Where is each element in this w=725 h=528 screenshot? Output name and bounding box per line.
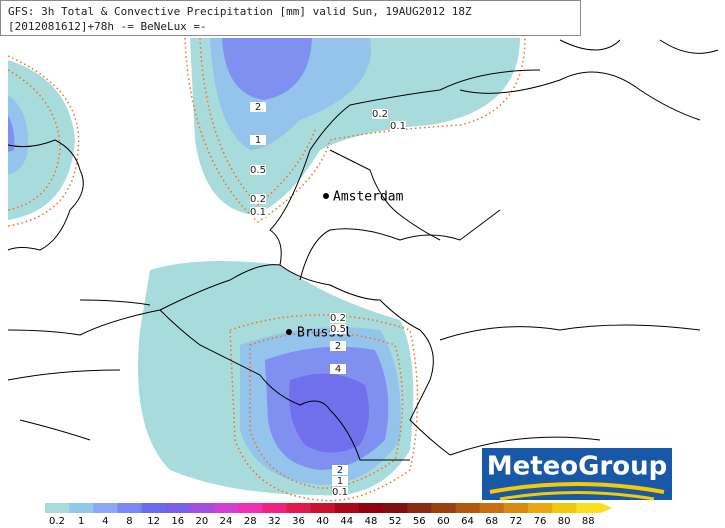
contour-label-bg [332, 465, 348, 475]
contour-label: 0.1 [332, 487, 348, 498]
legend-swatch [141, 503, 167, 513]
contour-label: 0.2 [250, 194, 266, 205]
contour-label: 4 [335, 364, 341, 375]
legend-label: 8 [126, 516, 132, 527]
legend-swatch [576, 503, 601, 513]
legend-label: 36 [292, 516, 305, 527]
legend-swatch [552, 503, 577, 513]
legend-label: 12 [147, 516, 160, 527]
contour-label-bg [330, 313, 346, 323]
logo-arc [499, 491, 655, 501]
legend-label: 64 [461, 516, 474, 527]
contour-label-bg [330, 341, 346, 351]
contour-label: 2 [335, 341, 341, 352]
legend-swatch [455, 503, 481, 513]
legend-swatch [69, 503, 94, 513]
legend-label: 60 [437, 516, 450, 527]
legend-label: 28 [244, 516, 257, 527]
legend-label: 72 [509, 516, 522, 527]
legend-label: 24 [220, 516, 233, 527]
legend-swatch [528, 503, 553, 513]
legend-swatch [117, 503, 143, 513]
contour-label-bg [372, 109, 388, 119]
contour-label: 2 [255, 102, 261, 113]
legend-swatch [479, 503, 505, 513]
header-box [0, 0, 581, 36]
contour-label-bg [250, 102, 266, 112]
legend-swatch [407, 503, 432, 513]
contour-label-bg [250, 135, 266, 145]
legend-swatch [334, 503, 360, 513]
city-label: Amsterdam [333, 190, 404, 205]
legend-swatch [45, 503, 70, 513]
contour-label: 0.1 [250, 207, 266, 218]
legend-swatch [431, 503, 457, 513]
legend-label: 1 [78, 516, 84, 527]
legend-arrow [600, 503, 613, 513]
legend-swatch [310, 503, 336, 513]
contour-label-bg [250, 165, 266, 175]
contour-label: 0.2 [330, 313, 346, 324]
contour-label: 1 [337, 476, 343, 487]
legend-label: 80 [558, 516, 571, 527]
contour-label-bg [332, 476, 348, 486]
contour-label-bg [390, 121, 406, 131]
legend-label: 44 [340, 516, 353, 527]
legend-label: 68 [485, 516, 498, 527]
legend-swatch [358, 503, 384, 513]
legend-swatch [503, 503, 529, 513]
city-dot [323, 193, 329, 199]
legend-label: 48 [365, 516, 378, 527]
legend-swatch [238, 503, 263, 513]
contour-label: 0.1 [390, 121, 406, 132]
contour-label-bg [332, 487, 348, 497]
legend-swatch [189, 503, 215, 513]
contour-label-bg [330, 324, 346, 334]
legend-label: 76 [534, 516, 547, 527]
contour-label: 1 [255, 135, 261, 146]
contour-label-bg [250, 207, 266, 217]
legend-label: 52 [389, 516, 402, 527]
legend-label: 0.2 [49, 516, 65, 527]
contour-label: 2 [337, 465, 343, 476]
legend-label: 40 [316, 516, 329, 527]
logo-text: MeteoGroup [487, 452, 668, 482]
legend-label: 88 [582, 516, 595, 527]
header-line: GFS: 3h Total & Convective Precipitation… [8, 5, 472, 18]
contour-label-bg [250, 194, 266, 204]
city-dot [286, 329, 292, 335]
legend-swatch [262, 503, 287, 513]
legend-swatch [165, 503, 191, 513]
contour-label: 0.5 [330, 324, 346, 335]
legend-label: 32 [268, 516, 281, 527]
legend-label: 56 [413, 516, 426, 527]
contour-label-bg [330, 364, 346, 374]
legend-swatch [93, 503, 118, 513]
header-line: [2012081612]+78h -= BeNeLux =- [8, 20, 207, 33]
contour-label: 0.5 [250, 165, 266, 176]
legend-label: 20 [196, 516, 209, 527]
legend-swatch [383, 503, 408, 513]
legend-swatch [214, 503, 239, 513]
coastlines [7, 39, 719, 461]
contour-label: 0.2 [372, 109, 388, 120]
legend-label: 4 [102, 516, 108, 527]
logo-arc [489, 482, 665, 494]
legend-label: 16 [171, 516, 184, 527]
legend-swatch [286, 503, 312, 513]
